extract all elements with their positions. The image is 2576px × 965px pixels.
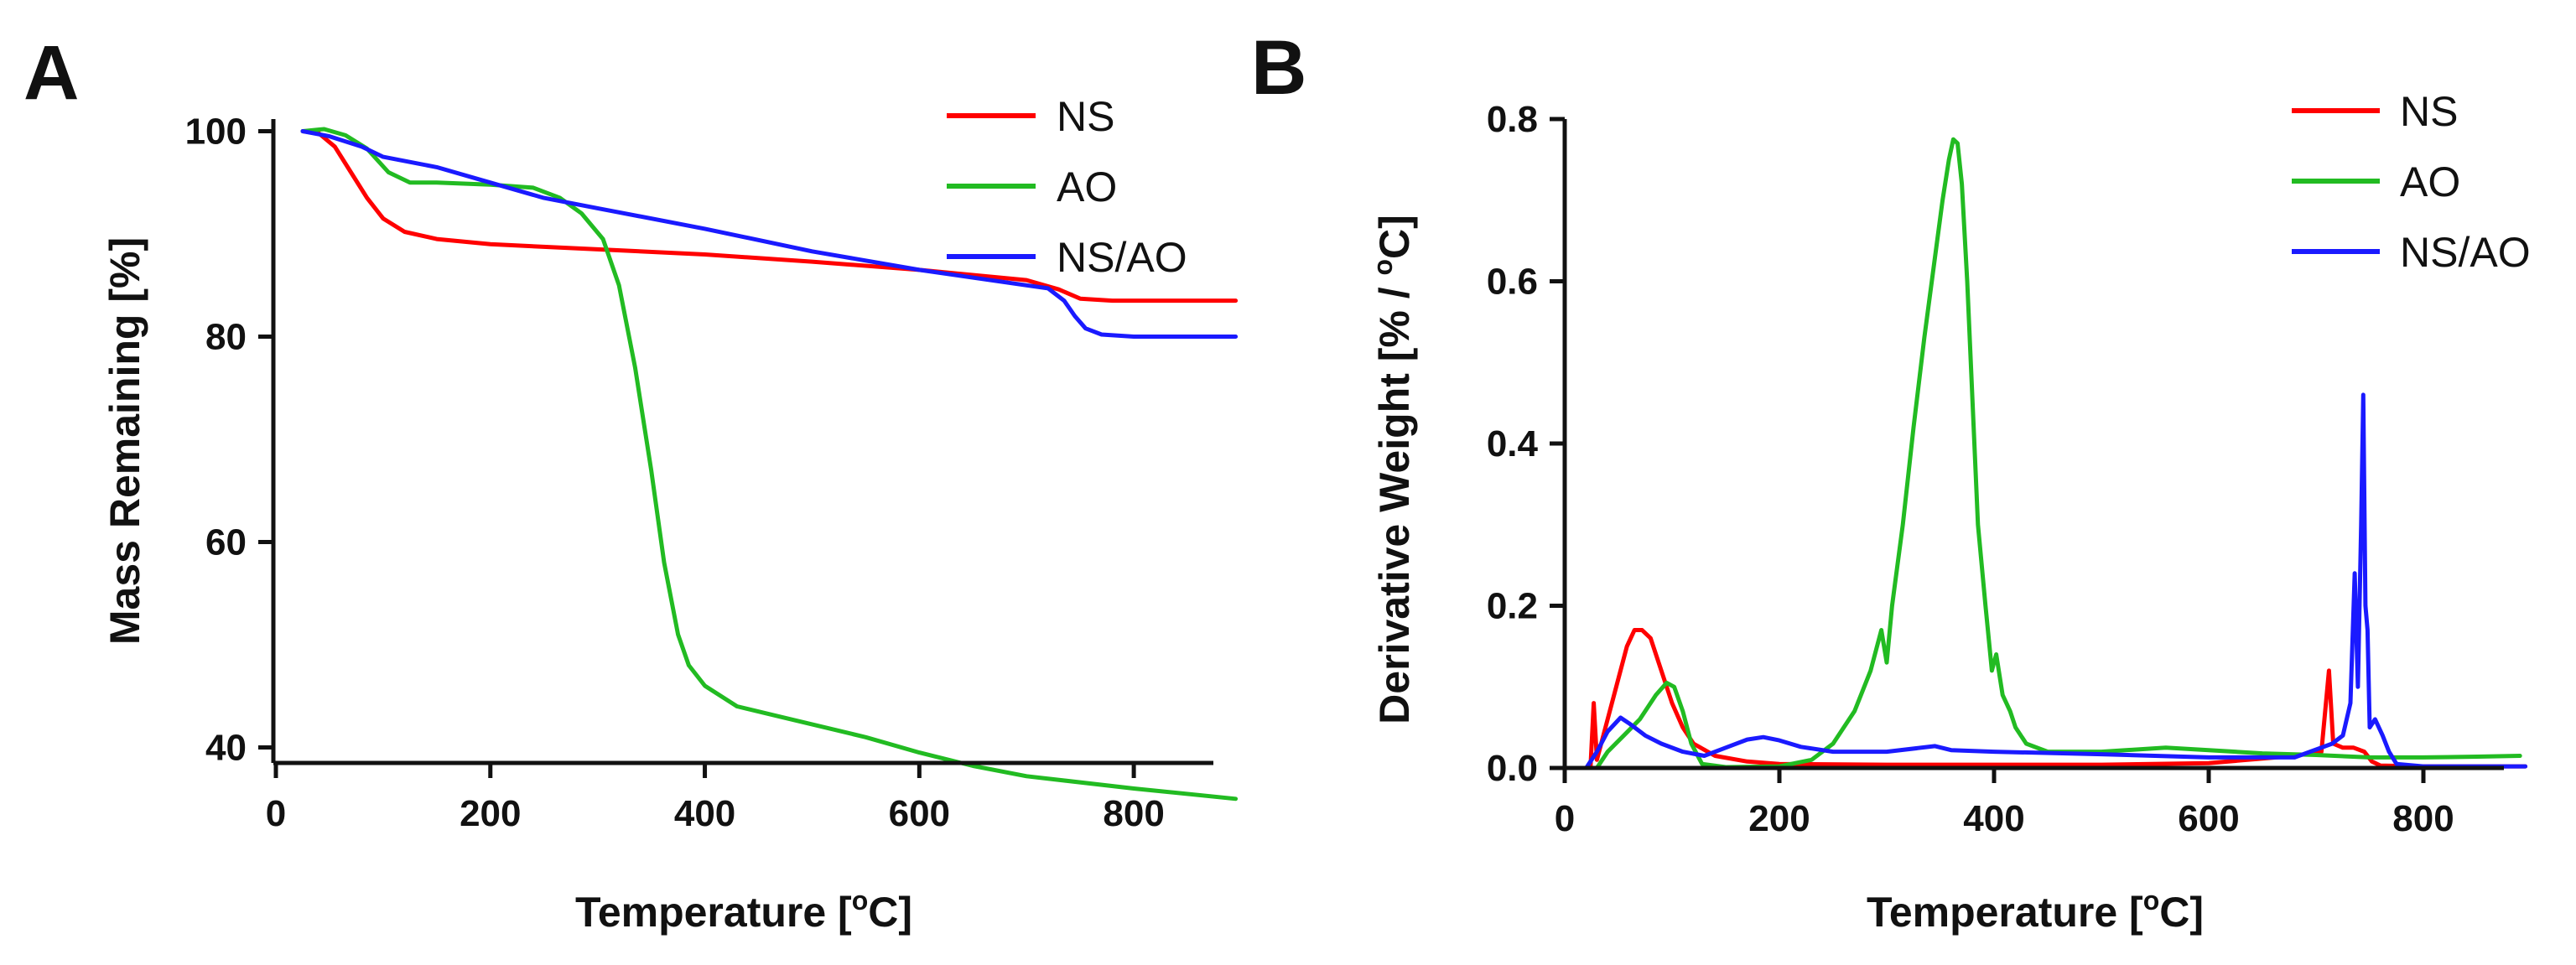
panel-b-x-tick-label: 600 <box>2178 798 2239 839</box>
panel-b-x-tick-label: 800 <box>2392 798 2454 839</box>
panel-a-x-tick-label: 600 <box>889 793 950 834</box>
panel-a-series <box>300 127 1239 802</box>
panel-a: A 0 200 400 600 800 40 60 80 100 Temperature [oC… <box>23 30 1239 936</box>
panel-b-ticks: 0 200 400 600 800 0.0 0.2 0.4 0.6 0.8 <box>1487 99 2454 839</box>
panel-a-y-tick-label: 80 <box>205 317 247 358</box>
panel-b-x-tick-label: 0 <box>1555 798 1575 839</box>
panel-a-x-axis-label: Temperature [oC] <box>575 885 912 936</box>
panel-a-x-tick-label: 800 <box>1103 793 1164 834</box>
panel-a-series-line-ao <box>300 127 1239 802</box>
panel-b-series-line-ns-ao <box>1584 392 2528 770</box>
panel-a-label: A <box>23 30 79 116</box>
panel-b-x-tick-label: 400 <box>1963 798 2024 839</box>
panel-b-y-tick-label: 0.8 <box>1487 99 1538 140</box>
panel-a-x-tick-label: 200 <box>460 793 521 834</box>
panel-a-ticks: 0 200 400 600 800 40 60 80 100 <box>185 112 1165 835</box>
panel-a-y-axis-label: Mass Remaining [%] <box>101 237 148 645</box>
panel-a-series-line-ns <box>300 129 1239 304</box>
panel-b-x-axis-label: Temperature [oC] <box>1867 885 2204 936</box>
panel-a-x-tick-label: 0 <box>266 793 286 834</box>
panel-a-legend-label-ns-ao: NS/AO <box>1057 234 1187 281</box>
panel-b-x-tick-label: 200 <box>1748 798 1810 839</box>
panel-a-y-tick-label: 40 <box>205 728 247 769</box>
panel-b-legend-label-ns-ao: NS/AO <box>2400 229 2531 276</box>
panel-a-y-tick-label: 60 <box>205 522 247 563</box>
panel-b-legend: NS AO NS/AO <box>2292 88 2531 276</box>
panel-b-legend-label-ao: AO <box>2400 158 2460 205</box>
panel-a-legend-label-ao: AO <box>1057 163 1117 210</box>
panel-b-series <box>1584 137 2528 770</box>
panel-b: B 0 200 400 600 800 0.0 0.2 0.4 0.6 0.8 Temperatu… <box>1251 25 2531 936</box>
panel-b-series-line-ao <box>1594 137 2522 770</box>
panel-a-x-tick-label: 400 <box>674 793 735 834</box>
panel-b-y-tick-label: 0.0 <box>1487 748 1538 789</box>
panel-b-y-tick-label: 0.4 <box>1487 423 1539 464</box>
panel-a-series-line-ns-ao <box>300 129 1239 339</box>
panel-b-y-tick-label: 0.2 <box>1487 586 1538 627</box>
panel-b-y-axis-label: Derivative Weight [% / oC] <box>1368 215 1418 724</box>
panel-a-legend: NS AO NS/AO <box>947 93 1187 281</box>
panel-b-y-tick-label: 0.6 <box>1487 262 1538 303</box>
panel-a-legend-label-ns: NS <box>1057 93 1114 140</box>
panel-b-legend-label-ns: NS <box>2400 88 2458 135</box>
panel-b-series-line-ns <box>1588 628 2528 770</box>
panel-a-y-tick-label: 100 <box>185 112 247 153</box>
panel-b-label: B <box>1251 25 1306 111</box>
